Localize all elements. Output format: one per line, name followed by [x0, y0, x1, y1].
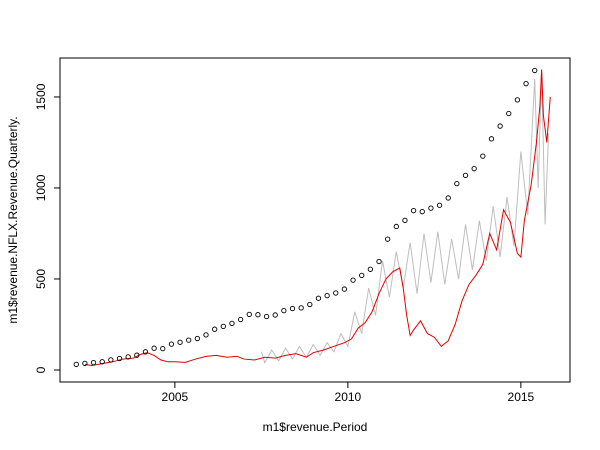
data-point: [298, 305, 304, 311]
data-point: [90, 359, 97, 366]
data-point: [289, 305, 296, 312]
data-point: [523, 81, 529, 87]
data-point: [246, 311, 252, 318]
data-point: [402, 217, 408, 224]
data-point: [497, 123, 503, 129]
data-point: [367, 266, 374, 272]
x-tick-label: 2010: [335, 390, 362, 404]
x-tick-label: 2015: [508, 390, 535, 404]
data-point: [506, 110, 512, 117]
data-point: [333, 290, 339, 296]
data-point: [220, 323, 226, 330]
data-point: [212, 326, 218, 332]
data-point: [488, 136, 495, 142]
data-point: [177, 339, 183, 345]
data-point: [134, 352, 140, 358]
data-point: [454, 180, 460, 187]
data-point: [125, 354, 131, 360]
y-tick-label: 1000: [34, 174, 48, 201]
x-axis-label: m1$revenue.Period: [263, 420, 368, 434]
data-point: [480, 153, 486, 159]
data-point: [462, 172, 469, 179]
data-point: [385, 236, 391, 242]
data-point: [393, 223, 399, 230]
data-point: [410, 207, 417, 214]
data-point: [108, 357, 114, 363]
plot-frame: [59, 57, 571, 383]
data-point: [428, 205, 434, 211]
data-point: [350, 277, 356, 283]
data-point: [376, 258, 382, 265]
data-point: [419, 209, 425, 215]
data-point: [186, 337, 192, 343]
line-series: [84, 69, 551, 366]
data-point: [151, 345, 157, 351]
data-point: [237, 316, 244, 323]
data-point: [324, 292, 330, 299]
data-point: [73, 361, 79, 368]
y-tick-label: 1500: [34, 83, 48, 110]
data-point: [160, 345, 166, 352]
data-point: [263, 313, 270, 320]
data-point: [514, 97, 521, 103]
data-point: [255, 312, 261, 318]
data-point: [229, 320, 235, 327]
data-point: [142, 349, 149, 355]
data-point: [194, 335, 201, 342]
data-point: [99, 359, 105, 365]
data-point: [281, 307, 287, 314]
data-point: [471, 166, 477, 172]
y-axis-label: m1$revenue.NFLX.Revenue.Quarterly.: [6, 116, 20, 323]
data-point: [436, 202, 443, 208]
line-series: [260, 69, 550, 364]
x-tick-label: 2005: [162, 390, 189, 404]
data-point: [532, 67, 538, 74]
data-point: [341, 286, 348, 292]
data-point: [82, 360, 88, 367]
data-point: [307, 301, 313, 308]
data-point: [116, 355, 123, 362]
data-point: [168, 341, 175, 347]
data-point: [203, 332, 209, 338]
data-point: [445, 195, 451, 201]
data-point: [315, 295, 322, 301]
data-point: [272, 312, 278, 318]
y-tick-label: 0: [34, 366, 48, 373]
data-point: [359, 272, 365, 279]
y-tick-label: 500: [34, 269, 48, 289]
